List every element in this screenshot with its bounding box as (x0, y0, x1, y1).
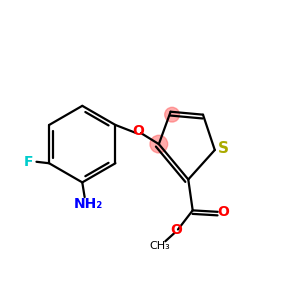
Text: CH₃: CH₃ (149, 241, 170, 251)
Circle shape (150, 135, 168, 153)
Text: S: S (218, 141, 229, 156)
Text: O: O (218, 205, 230, 219)
Circle shape (165, 107, 179, 122)
Text: O: O (133, 124, 145, 138)
Text: NH₂: NH₂ (74, 197, 103, 212)
Text: O: O (170, 223, 182, 237)
Text: F: F (24, 155, 34, 169)
